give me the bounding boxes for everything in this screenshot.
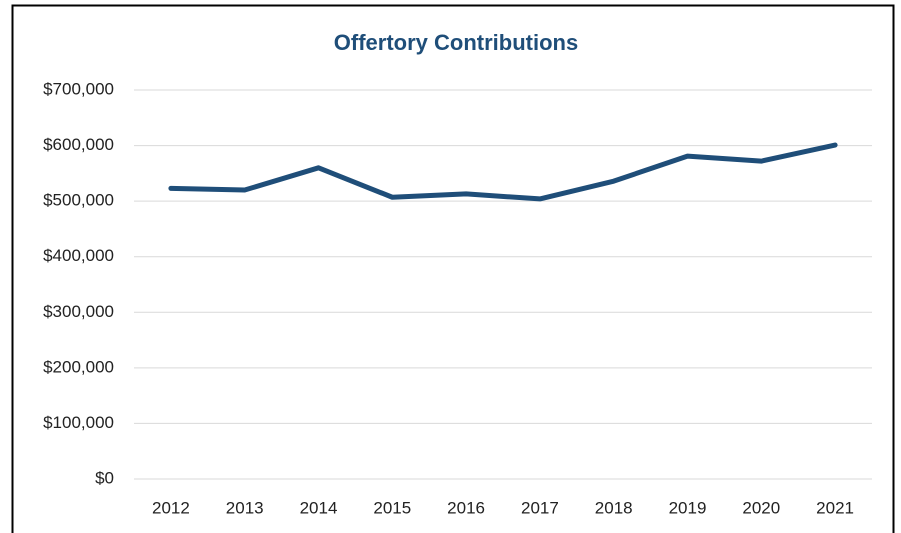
chart-title: Offertory Contributions: [334, 30, 578, 55]
y-tick-label: $200,000: [43, 357, 114, 376]
line-series: [168, 142, 838, 202]
x-tick-label: 2017: [521, 498, 559, 517]
x-tick-label: 2015: [373, 498, 411, 517]
y-tick-label: $300,000: [43, 302, 114, 321]
x-tick-label: 2019: [669, 498, 707, 517]
x-tick-label: 2013: [226, 498, 264, 517]
chart-frame: [11, 4, 895, 533]
y-tick-label: $600,000: [43, 135, 114, 154]
x-tick-label: 2016: [447, 498, 485, 517]
y-tick-label: $500,000: [43, 191, 114, 210]
y-tick-label: $700,000: [43, 79, 114, 98]
x-tick-label: 2018: [595, 498, 633, 517]
x-tick-label: 2021: [816, 498, 854, 517]
x-tick-label: 2014: [300, 498, 338, 517]
x-tick-label: 2020: [742, 498, 780, 517]
y-tick-label: $100,000: [43, 413, 114, 432]
y-tick-label: $0: [95, 468, 114, 487]
y-tick-label: $400,000: [43, 246, 114, 265]
x-tick-label: 2012: [152, 498, 190, 517]
